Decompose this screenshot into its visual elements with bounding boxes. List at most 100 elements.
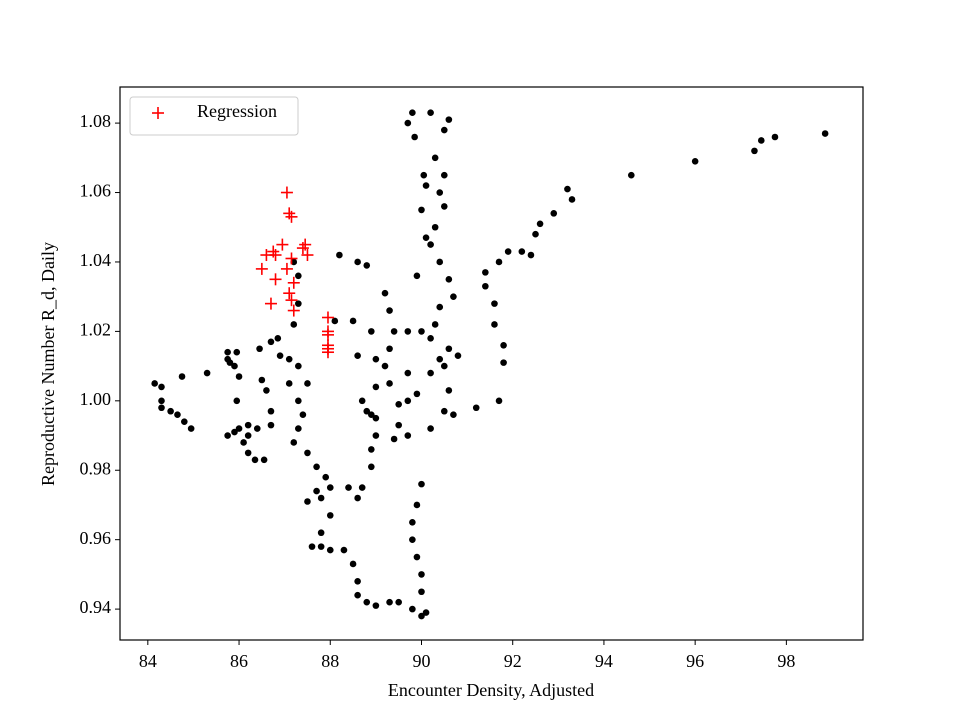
point [304, 380, 311, 387]
point [386, 380, 393, 387]
point [233, 397, 241, 405]
point [276, 238, 289, 251]
point [321, 346, 334, 359]
point [500, 359, 507, 366]
point [450, 293, 457, 300]
point [568, 196, 576, 203]
point [296, 242, 309, 255]
point [233, 348, 241, 356]
legend-marker [152, 107, 164, 119]
point [436, 258, 444, 266]
point [368, 328, 375, 335]
point [691, 157, 699, 165]
point [409, 605, 416, 613]
point [427, 109, 434, 116]
point [436, 189, 444, 196]
point [269, 273, 282, 286]
y-tick-label: 1.06 [80, 181, 112, 201]
point [757, 137, 765, 144]
point [445, 387, 453, 394]
point [404, 432, 412, 439]
point [313, 463, 320, 471]
point [413, 553, 421, 561]
point [260, 456, 268, 464]
point [255, 262, 268, 275]
y-tick-label: 0.98 [80, 458, 112, 478]
point [363, 262, 371, 269]
legend-label: Regression [197, 101, 277, 121]
point [244, 432, 252, 439]
point [363, 407, 371, 415]
point [413, 390, 421, 398]
point [224, 348, 231, 356]
point [418, 571, 425, 578]
point [231, 428, 238, 436]
point [290, 439, 298, 446]
point [178, 373, 186, 380]
point [409, 109, 416, 116]
point [495, 397, 503, 405]
point [440, 362, 448, 370]
point [290, 321, 298, 328]
point [345, 484, 352, 491]
point [336, 251, 343, 259]
point [445, 116, 453, 123]
point [158, 397, 165, 405]
point [472, 404, 480, 412]
point [354, 494, 361, 502]
point [440, 203, 448, 210]
point [313, 487, 320, 495]
y-tick-label: 0.96 [80, 528, 112, 548]
point [409, 536, 416, 543]
point [285, 252, 298, 265]
point [203, 369, 211, 377]
point [276, 352, 284, 359]
y-tick-label: 0.94 [80, 597, 112, 617]
point [404, 369, 412, 377]
point [427, 425, 434, 432]
point [317, 494, 325, 502]
point [368, 446, 375, 453]
point [354, 591, 361, 599]
point [372, 414, 380, 422]
point [413, 501, 421, 509]
point [331, 317, 339, 325]
point [283, 287, 296, 300]
point [751, 147, 758, 155]
point [422, 609, 430, 616]
point [627, 171, 635, 179]
point [368, 411, 375, 419]
point [285, 380, 293, 387]
point [158, 383, 165, 391]
point [308, 543, 316, 550]
point [390, 328, 398, 335]
point [491, 321, 498, 328]
point [445, 276, 453, 283]
x-axis-label: Encounter Density, Adjusted [388, 680, 594, 700]
x-tick-label: 88 [321, 651, 339, 671]
point [536, 220, 544, 228]
point [431, 154, 439, 162]
point [395, 421, 402, 429]
point [431, 321, 439, 328]
point [224, 432, 231, 439]
legend-box [129, 96, 299, 136]
point [550, 210, 558, 217]
point [368, 463, 375, 471]
point [491, 300, 498, 307]
point [404, 397, 412, 405]
point [386, 598, 393, 606]
y-axis-label: Reproductive Number R_d, Daily [38, 242, 58, 486]
point [422, 182, 430, 189]
point [263, 387, 270, 394]
point [372, 602, 380, 609]
point [445, 345, 453, 353]
point [321, 311, 334, 324]
point [158, 404, 165, 412]
x-tick-label: 94 [595, 651, 613, 671]
point [326, 512, 334, 519]
point [409, 519, 416, 526]
point [340, 546, 348, 554]
point [358, 397, 366, 405]
